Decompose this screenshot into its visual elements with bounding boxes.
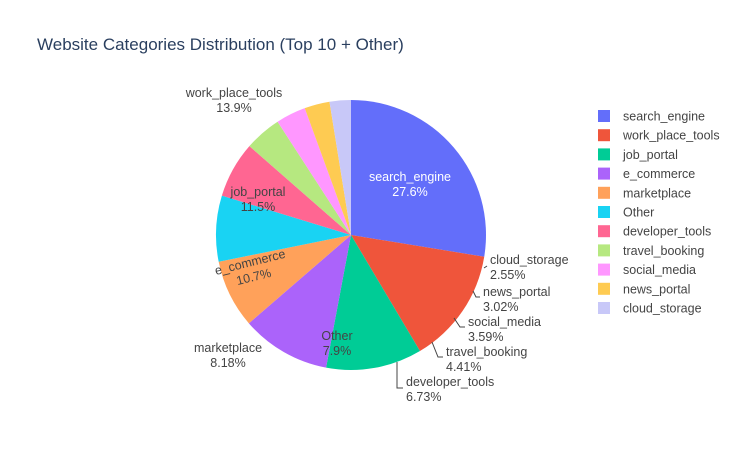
- chart-title: Website Categories Distribution (Top 10 …: [37, 35, 404, 54]
- slice-label-developer-tools: developer_tools 6.73%: [406, 375, 494, 404]
- leader-line-travel-booking: [431, 341, 443, 358]
- legend-item-e-commerce[interactable]: e_commerce: [598, 167, 695, 181]
- legend-item-developer-tools[interactable]: developer_tools: [598, 225, 711, 239]
- pie-slices: [215, 100, 486, 371]
- pie-slice-other[interactable]: [215, 195, 351, 262]
- slice-label-news-portal: news_portal 3.02%: [483, 285, 550, 314]
- legend-label: travel_booking: [623, 244, 704, 258]
- legend-swatch: [598, 302, 610, 314]
- legend-label: cloud_storage: [623, 302, 702, 316]
- legend-swatch: [598, 263, 610, 276]
- leader-line-developer-tools: [396, 362, 403, 389]
- slice-label-travel-booking: travel_booking 4.41%: [446, 345, 527, 374]
- slice-label-cloud-storage: cloud_storage 2.55%: [490, 253, 569, 282]
- legend-label: news_portal: [623, 282, 690, 296]
- legend-item-travel-booking[interactable]: travel_booking: [598, 244, 704, 258]
- legend-swatch: [598, 206, 610, 218]
- pie-slice-developer-tools[interactable]: [221, 146, 351, 235]
- slice-label-other: Other 7.9%: [321, 329, 352, 358]
- legend-swatch: [598, 129, 610, 142]
- pie-slice-job-portal[interactable]: [326, 235, 420, 371]
- slice-label-marketplace: marketplace 8.18%: [194, 341, 262, 370]
- pie-slice-travel-booking[interactable]: [249, 121, 351, 235]
- legend-label: search_engine: [623, 110, 705, 124]
- slice-label-search-engine: search_engine 27.6%: [369, 170, 451, 199]
- pie-slice-e-commerce[interactable]: [248, 235, 351, 368]
- legend-item-marketplace[interactable]: marketplace: [598, 186, 691, 200]
- legend-item-search-engine[interactable]: search_engine: [598, 110, 705, 124]
- legend-swatch: [598, 225, 610, 238]
- legend-item-work-place-tools[interactable]: work_place_tools: [598, 129, 720, 143]
- legend-swatch: [598, 186, 610, 199]
- leader-line-cloud-storage: [483, 265, 488, 269]
- pie-slice-work-place-tools[interactable]: [351, 235, 485, 352]
- legend-swatch: [598, 167, 610, 180]
- legend-item-news-portal[interactable]: news_portal: [598, 282, 690, 296]
- legend-label: e_commerce: [623, 167, 695, 181]
- legend-label: developer_tools: [623, 225, 711, 239]
- leader-line-social-media: [453, 317, 465, 328]
- legend-label: marketplace: [623, 186, 691, 200]
- slice-label-social-media: social_media 3.59%: [468, 315, 541, 344]
- legend-item-other[interactable]: Other: [598, 206, 654, 220]
- legend-item-cloud-storage[interactable]: cloud_storage: [598, 302, 702, 316]
- legend-label: job_portal: [622, 148, 678, 162]
- pie-slice-cloud-storage[interactable]: [329, 100, 351, 235]
- legend-item-social-media[interactable]: social_media: [598, 263, 696, 277]
- pie-slice-social-media[interactable]: [277, 108, 351, 235]
- pie-slice-search-engine[interactable]: [351, 100, 486, 257]
- legend-swatch: [598, 110, 610, 122]
- pie-labels: search_engine 27.6% work_place_tools 13.9%j…: [185, 86, 569, 404]
- legend-label: Other: [623, 206, 654, 220]
- legend-swatch: [598, 244, 610, 257]
- leader-line-news-portal: [472, 290, 480, 298]
- pie-slice-marketplace[interactable]: [218, 235, 351, 324]
- legend-swatch: [598, 282, 610, 295]
- legend-item-job-portal[interactable]: job_portal: [598, 148, 678, 162]
- pie-slice-news-portal[interactable]: [304, 101, 351, 235]
- legend-label: work_place_tools: [622, 129, 720, 143]
- legend-swatch: [598, 148, 610, 161]
- slice-label-work-place-tools: work_place_tools 13.9%: [185, 86, 283, 115]
- legend-label: social_media: [623, 263, 696, 277]
- legend: search_engine work_place_tools job_portale…: [598, 110, 720, 316]
- slice-label-job-portal: job_portal 11.5%: [230, 185, 286, 214]
